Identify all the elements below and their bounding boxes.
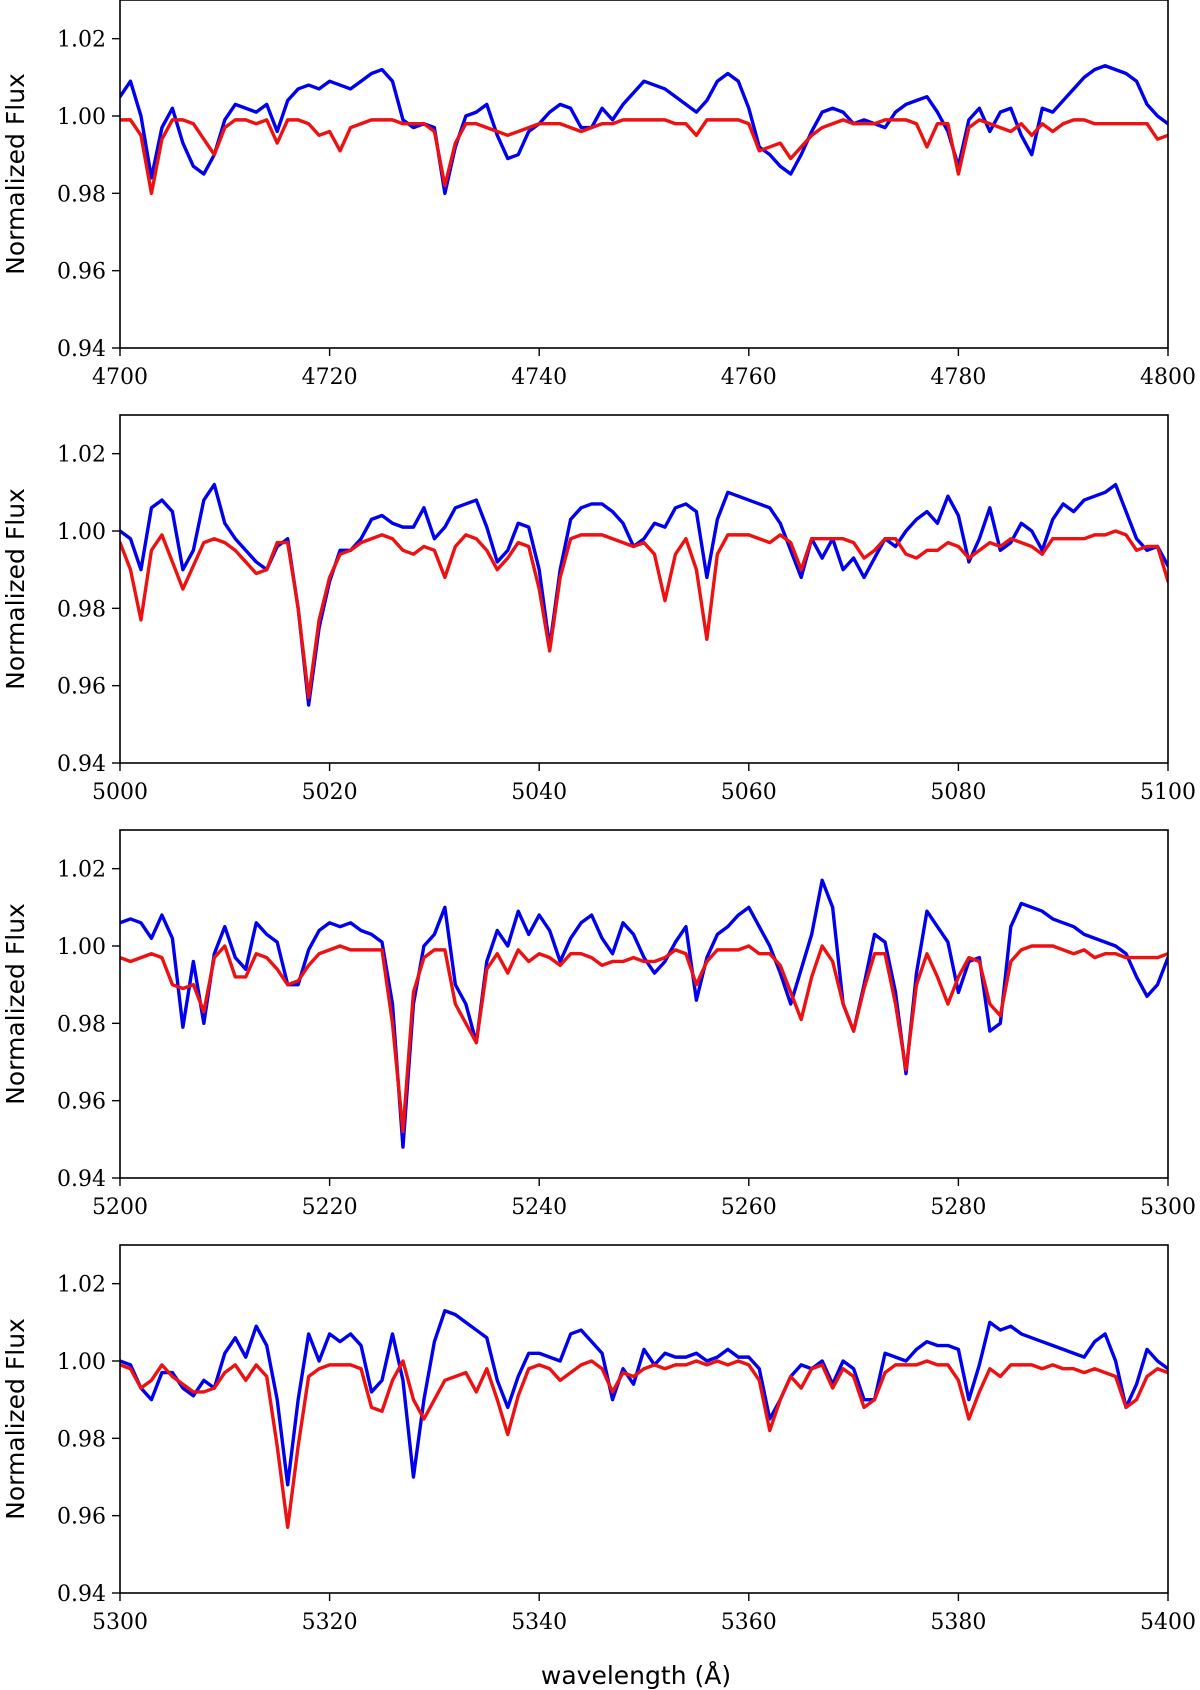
x-tick-label: 5240 [511,1195,567,1220]
plot-frame [119,829,1169,1179]
y-axis-title: Normalized Flux [1,1318,30,1520]
x-axis-title: wavelength (Å) [541,1661,731,1690]
y-tick-label: 0.98 [57,1012,106,1037]
x-tick-label: 4800 [1140,365,1196,390]
x-tick-label: 4760 [721,365,777,390]
x-tick-label: 5100 [1140,780,1196,805]
x-tick-label: 5360 [721,1610,777,1635]
y-tick-label: 0.98 [57,597,106,622]
x-tick-label: 5040 [511,780,567,805]
y-tick-label: 1.00 [57,520,106,545]
panel-4: 5300 5320 5340 5360 5380 5400 0.94 0.96 0.98 1.00… [1,1244,1196,1635]
y-tick-label: 0.98 [57,1427,106,1452]
y-axis-title: Normalized Flux [1,73,30,275]
x-tick-label: 5280 [930,1195,986,1220]
model-spectrum-line [120,944,1168,1134]
x-tick-label: 4740 [511,365,567,390]
model-spectrum-line [120,118,1168,196]
y-tick-label: 1.00 [57,1350,106,1375]
plot-frame [119,0,1169,349]
y-tick-label: 0.96 [57,260,106,285]
x-tick-label: 4700 [92,365,148,390]
y-tick-label: 1.00 [57,935,106,960]
x-tick-label: 5300 [92,1610,148,1635]
x-tick-label: 5200 [92,1195,148,1220]
panel-3: 5200 5220 5240 5260 5280 5300 0.94 0.96 0.98 1.00… [1,829,1196,1220]
y-tick-label: 0.94 [57,1167,106,1192]
observed-spectrum-line [120,878,1168,1149]
panel-1: 4700 4720 4740 4760 4780 4800 0.94 0.96 0.98 1.00… [1,0,1196,390]
y-tick-label: 0.98 [57,182,106,207]
x-tick-label: 5340 [511,1610,567,1635]
x-tick-label: 5000 [92,780,148,805]
y-tick-label: 0.96 [57,1505,106,1530]
y-tick-label: 1.02 [57,858,106,883]
x-tick-label: 5400 [1140,1610,1196,1635]
panel-2: 5000 5020 5040 5060 5080 5100 0.94 0.96 0.98 1.00… [1,414,1196,805]
x-tick-label: 5080 [930,780,986,805]
model-spectrum-line [120,529,1168,699]
x-tick-label: 5260 [721,1195,777,1220]
y-axis-title: Normalized Flux [1,903,30,1105]
x-tick-label: 5060 [721,780,777,805]
y-tick-label: 1.02 [57,1273,106,1298]
model-spectrum-line [120,1359,1168,1529]
x-tick-label: 5300 [1140,1195,1196,1220]
y-tick-label: 1.02 [57,28,106,53]
observed-spectrum-line [120,482,1168,707]
x-tick-label: 5380 [930,1610,986,1635]
panels: 4700 4720 4740 4760 4780 4800 0.94 0.96 0.98 1.00… [1,0,1196,1635]
x-tick-label: 4780 [930,365,986,390]
y-tick-label: 1.00 [57,105,106,130]
x-tick-label: 5320 [302,1610,358,1635]
x-tick-label: 5020 [302,780,358,805]
y-tick-label: 0.94 [57,337,106,362]
observed-spectrum-line [120,1309,1168,1487]
plot-frame [119,1244,1169,1594]
y-tick-label: 1.02 [57,443,106,468]
x-tick-label: 5220 [302,1195,358,1220]
x-tick-label: 4720 [302,365,358,390]
y-tick-label: 0.96 [57,1090,106,1115]
y-tick-label: 0.94 [57,1582,106,1607]
y-tick-label: 0.94 [57,752,106,777]
y-axis-title: Normalized Flux [1,488,30,690]
y-tick-label: 0.96 [57,675,106,700]
plot-frame [119,414,1169,764]
